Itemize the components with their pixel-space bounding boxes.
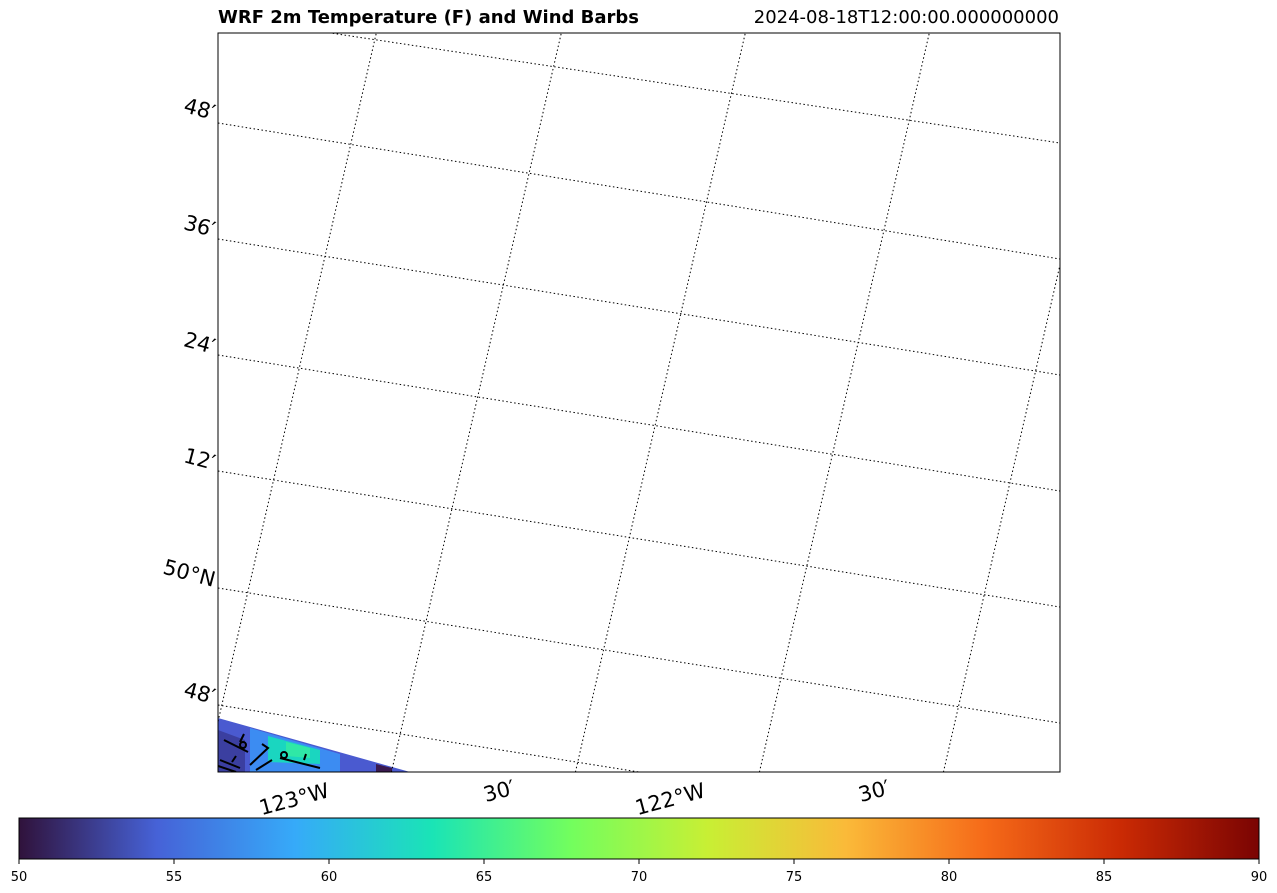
wind-barb	[218, 759, 273, 772]
valid-time-label: 2024-08-18T12:00:00.000000000	[753, 7, 1059, 28]
lat-label: 48′	[181, 677, 218, 708]
colorbar-tick-label: 80	[941, 870, 958, 885]
colorbar-tick-label: 70	[631, 870, 648, 885]
latitude-labels: 48′ 36′ 24′ 12′ 50°N 48′	[161, 93, 219, 708]
wind-barb	[249, 743, 270, 766]
temp-cell-warmer	[286, 742, 310, 758]
lat-label: 48′	[181, 93, 218, 124]
colorbar	[18, 817, 1260, 860]
colorbar-tick-label: 50	[11, 870, 28, 885]
colorbar-tick-label: 85	[1096, 870, 1113, 885]
lat-label: 36′	[181, 210, 218, 241]
colorbar-tick-label: 55	[166, 870, 183, 885]
colorbar-ticks: 50 55 60 65 70 75 80 85 90	[11, 859, 1268, 885]
lon-label: 30′	[481, 776, 518, 807]
map-panel	[218, 33, 1060, 772]
colorbar-tick-label: 90	[1251, 870, 1268, 885]
lat-label: 12′	[181, 443, 218, 474]
colorbar-tick-label: 65	[476, 870, 493, 885]
lat-label: 50°N	[161, 555, 218, 592]
colorbar-tick-label: 60	[321, 870, 338, 885]
wind-barbs	[218, 733, 321, 772]
lon-label: 122°W	[633, 778, 708, 820]
longitude-labels: 123°W 30′ 122°W 30′	[257, 776, 893, 821]
wind-barb	[223, 733, 249, 753]
map-title: WRF 2m Temperature (F) and Wind Barbs	[218, 7, 640, 28]
temp-cell-dark	[376, 764, 392, 772]
wind-barb	[219, 755, 241, 769]
wind-barb-calm	[239, 741, 247, 749]
map-frame	[217, 32, 1061, 773]
lat-label: 24′	[181, 327, 218, 358]
wind-barb	[279, 753, 321, 769]
lon-label: 123°W	[257, 778, 332, 820]
colorbar-tick-label: 75	[786, 870, 803, 885]
lon-label: 30′	[856, 776, 893, 807]
